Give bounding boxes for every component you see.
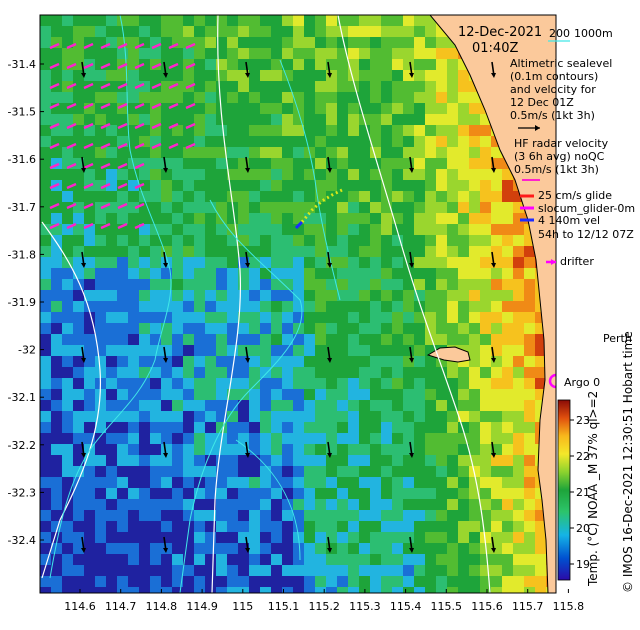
glider-track (294, 188, 343, 230)
lat-tick-label: -31.4 (8, 58, 36, 71)
lat-tick-label: -31.6 (8, 153, 36, 166)
latitude-axis: -31.4 -31.5 -31.6 -31.7 -31.8 -31.9 -32 -32.1 -3… (8, 58, 44, 547)
lat-tick-label: -32.3 (8, 486, 36, 499)
scale-label-b: 1000m (574, 27, 613, 40)
legend-vel-1: 4 140m vel (538, 214, 600, 227)
lon-tick-label: 115.2 (308, 600, 340, 613)
lat-tick-label: -31.9 (8, 296, 36, 309)
legend-alt-4: 12 Dec 01Z (510, 96, 574, 109)
legend: Altimetric sealevel (0.1m contours) and … (510, 57, 635, 389)
land-area (429, 15, 556, 593)
legend-hf-2: (3 6h avg) noQC (514, 150, 605, 163)
lon-tick-label: 114.8 (146, 600, 178, 613)
lon-tick-label: 115.7 (512, 600, 544, 613)
sealevel-contours (41, 15, 491, 593)
lon-tick-label: 115.3 (349, 600, 381, 613)
lat-tick-label: -32 (18, 344, 36, 357)
scale-label-a: 200 (549, 27, 570, 40)
longitude-axis: 114.6 114.7 114.8 114.9 115 115.1 115.2 115.3 11… (64, 589, 584, 613)
sst-raster (40, 15, 556, 593)
legend-glider-name: slocum_glider-0m (538, 202, 635, 215)
lon-tick-label: 115.1 (268, 600, 300, 613)
city-label-perth: Perth (603, 332, 632, 345)
argo-float-marker (548, 373, 556, 389)
lon-tick-label: 115.8 (553, 600, 585, 613)
legend-argo: Argo 0 (564, 376, 600, 389)
lon-tick-label: 115.4 (390, 600, 422, 613)
lon-tick-label: 115.5 (431, 600, 463, 613)
altimetry-velocity-arrows (81, 61, 496, 553)
lat-tick-label: -31.8 (8, 248, 36, 261)
legend-vel-2: 54h to 12/12 07Z (538, 228, 634, 241)
colorbar-tick-label: 21 (576, 486, 590, 499)
lon-tick-label: 115.6 (471, 600, 503, 613)
legend-alt-3: and velocity for (510, 83, 596, 96)
colorbar-label: Temp. (°C) NOAA _M 37% ql>=2 (586, 391, 600, 587)
lon-tick-label: 114.9 (186, 600, 218, 613)
credit-label: © IMOS 16-Dec-2021 12:30:51 Hobart time (621, 331, 635, 593)
legend-alt-1: Altimetric sealevel (510, 57, 612, 70)
lon-tick-label: 115 (232, 600, 253, 613)
legend-drifter: drifter (560, 255, 594, 268)
colorbar-tick-label: 23 (576, 414, 590, 427)
lat-tick-label: -32.4 (8, 534, 36, 547)
hf-radar-arrows (49, 42, 196, 230)
lat-tick-label: -31.5 (8, 106, 36, 119)
lat-tick-label: -32.2 (8, 439, 36, 452)
lat-tick-label: -31.7 (8, 201, 36, 214)
legend-alt-5: 0.5m/s (1kt 3h) (510, 109, 595, 122)
legend-hf-3: 0.5m/s (1kt 3h) (514, 163, 599, 176)
time-label: 01:40Z (472, 41, 518, 56)
colorbar: 23 22 21 20 19 Temp. (°C) NOAA _M 37% ql>=2 (557, 391, 600, 587)
legend-alt-2: (0.1m contours) (510, 70, 598, 83)
lon-tick-label: 114.6 (64, 600, 96, 613)
colorbar-tick-label: 19 (576, 558, 590, 571)
legend-hf-1: HF radar velocity (514, 137, 609, 150)
date-label: 12-Dec-2021 (458, 25, 542, 40)
colorbar-tick-label: 22 (576, 450, 590, 463)
colorbar-tick-label: 20 (576, 522, 590, 535)
lat-tick-label: -32.1 (8, 391, 36, 404)
lon-tick-label: 114.7 (105, 600, 137, 613)
legend-glide: 25 cm/s glide (538, 189, 612, 202)
